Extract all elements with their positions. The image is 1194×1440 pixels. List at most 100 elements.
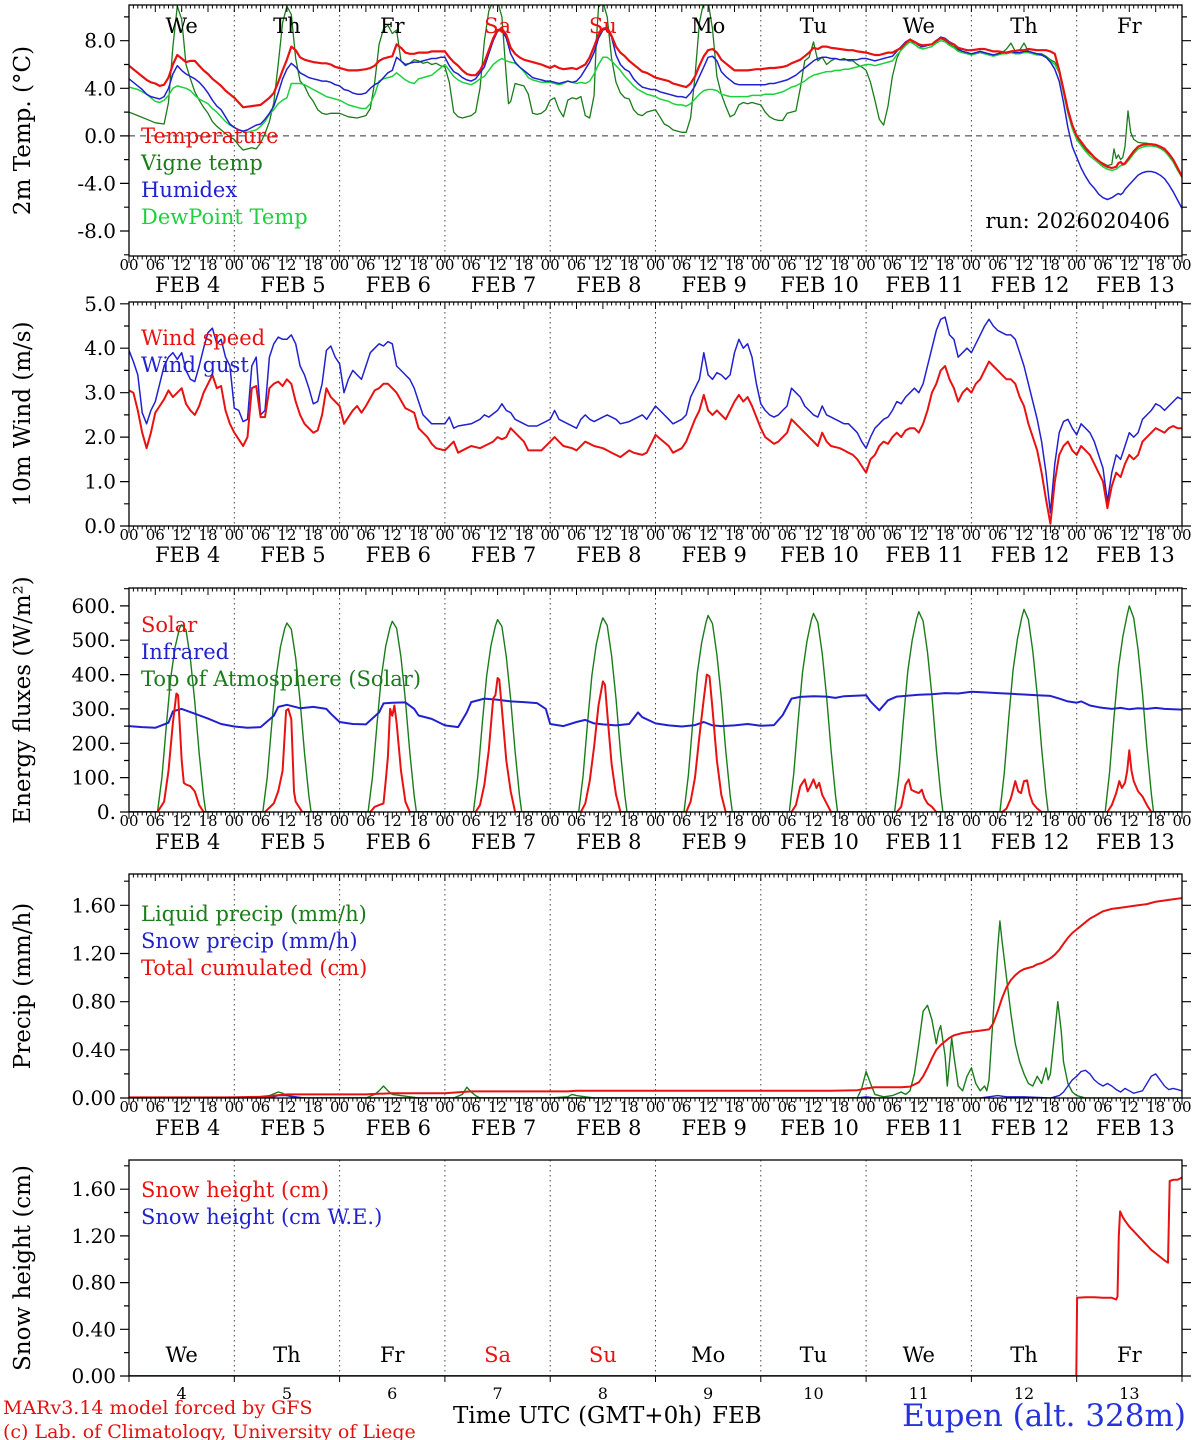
date-label: FEB 9 — [681, 1116, 746, 1140]
hour-label: 00 — [751, 526, 770, 544]
hour-label: 06 — [883, 526, 902, 544]
hour-label: 18 — [409, 812, 428, 830]
date-label: FEB 8 — [576, 830, 641, 854]
date-label: FEB 13 — [1096, 543, 1175, 567]
y-axis-title-wind: 10m Wind (m/s) — [10, 321, 36, 506]
weekday-label: We — [903, 1343, 935, 1367]
y-tick-label: 4.0 — [84, 76, 116, 100]
hour-label: 06 — [988, 1098, 1007, 1116]
y-tick-label: 200. — [71, 731, 116, 755]
day-number-label: 8 — [598, 1384, 608, 1403]
hour-label: 06 — [883, 256, 902, 274]
hour-label: 18 — [725, 812, 744, 830]
series-total-cumulated-cm- — [129, 897, 1182, 1098]
y-tick-label: 0.40 — [71, 1038, 116, 1062]
hour-label: 00 — [962, 812, 981, 830]
series-infrared — [129, 690, 1182, 729]
legend-snow_height-0: Snow height (cm) — [141, 1178, 329, 1202]
series-group — [129, 5, 1182, 210]
hour-label: 12 — [1015, 256, 1034, 274]
hour-label: 00 — [646, 1098, 665, 1116]
weekday-label: Th — [1010, 1343, 1038, 1367]
hour-label: 18 — [1146, 526, 1165, 544]
weekday-label: Tu — [800, 1343, 828, 1367]
date-label: FEB 6 — [366, 1116, 431, 1140]
hour-label: 12 — [172, 1098, 191, 1116]
y-tick-label: -8.0 — [77, 219, 116, 243]
date-label: FEB 10 — [780, 830, 859, 854]
series-dewpoint-temp — [129, 39, 1182, 179]
panel-precipitation: Liquid precip (mm/h) Snow precip (mm/h) To… — [10, 873, 1192, 1140]
hour-label: 12 — [909, 1098, 928, 1116]
hour-label: 00 — [330, 526, 349, 544]
hour-label: 00 — [1172, 526, 1191, 544]
weekday-label: Fr — [1117, 14, 1143, 38]
hour-label: 12 — [1015, 526, 1034, 544]
date-label: FEB 9 — [681, 273, 746, 297]
station-label: Eupen (alt. 328m) — [902, 1398, 1186, 1434]
date-label: FEB 13 — [1096, 830, 1175, 854]
date-label: FEB 5 — [260, 1116, 325, 1140]
legend-temperature-1: Vigne temp — [140, 151, 263, 175]
y-axis-title-precipitation: Precip (mm/h) — [10, 903, 36, 1069]
legend-precipitation-2: Total cumulated (cm) — [141, 956, 367, 980]
day-gridlines — [233, 1160, 1078, 1376]
hour-label: 00 — [225, 1098, 244, 1116]
hour-label: 00 — [857, 526, 876, 544]
hour-label: 06 — [1093, 256, 1112, 274]
hour-label: 12 — [277, 526, 296, 544]
hour-label: 06 — [988, 256, 1007, 274]
legend-wind-0: Wind speed — [141, 326, 265, 350]
hour-label: 12 — [593, 812, 612, 830]
hour-label: 00 — [751, 812, 770, 830]
hour-label: 12 — [593, 526, 612, 544]
hour-label: 06 — [146, 256, 165, 274]
y-tick-label: 1.60 — [71, 893, 116, 917]
y-tick-label: 8.0 — [84, 29, 116, 53]
hour-label: 00 — [962, 1098, 981, 1116]
legend-temperature-0: Temperature — [141, 124, 279, 148]
hour-label: 18 — [1041, 526, 1060, 544]
legend-energy_fluxes-1: Infrared — [141, 640, 229, 664]
hour-label: 12 — [1120, 526, 1139, 544]
y-tick-label: 5.0 — [84, 292, 116, 316]
weekday-label: We — [165, 1343, 197, 1367]
x-axis-title: Time UTC (GMT+0h) FEB — [453, 1403, 772, 1429]
run-label: run: 2026020406 — [986, 209, 1170, 233]
date-label: FEB 9 — [681, 830, 746, 854]
hour-label: 12 — [804, 1098, 823, 1116]
hour-label: 12 — [593, 1098, 612, 1116]
hour-label: 18 — [1146, 812, 1165, 830]
hour-label: 00 — [1067, 256, 1086, 274]
hour-label: 12 — [804, 256, 823, 274]
date-label: FEB 4 — [155, 273, 220, 297]
day-number-label: 11 — [909, 1384, 929, 1403]
y-tick-label: 0. — [97, 800, 116, 824]
weekday-label: Su — [589, 14, 617, 38]
weekday-label: Fr — [380, 14, 406, 38]
hour-label: 06 — [356, 256, 375, 274]
weekday-label: Mo — [691, 14, 725, 38]
hour-label: 18 — [409, 1098, 428, 1116]
weekday-label: Tu — [800, 14, 828, 38]
hour-label: 00 — [541, 812, 560, 830]
plot-frame — [128, 301, 1183, 527]
hour-label: 06 — [778, 812, 797, 830]
hour-label: 18 — [514, 812, 533, 830]
date-label: FEB 8 — [576, 273, 641, 297]
series-liquid-precip-mm-h- — [129, 920, 1182, 1098]
hour-label: 00 — [1172, 256, 1191, 274]
hour-label: 18 — [620, 1098, 639, 1116]
day-gridlines — [233, 5, 1078, 256]
hour-label: 12 — [488, 526, 507, 544]
hour-label: 06 — [356, 526, 375, 544]
date-label: FEB 6 — [366, 830, 431, 854]
hour-label: 06 — [462, 812, 481, 830]
hour-label: 06 — [778, 526, 797, 544]
hour-label: 18 — [725, 526, 744, 544]
hour-label: 12 — [1015, 812, 1034, 830]
legend-temperature-3: DewPoint Temp — [141, 205, 308, 229]
hour-label: 18 — [304, 1098, 323, 1116]
credit-line-1: MARv3.14 model forced by GFS — [3, 1397, 313, 1419]
